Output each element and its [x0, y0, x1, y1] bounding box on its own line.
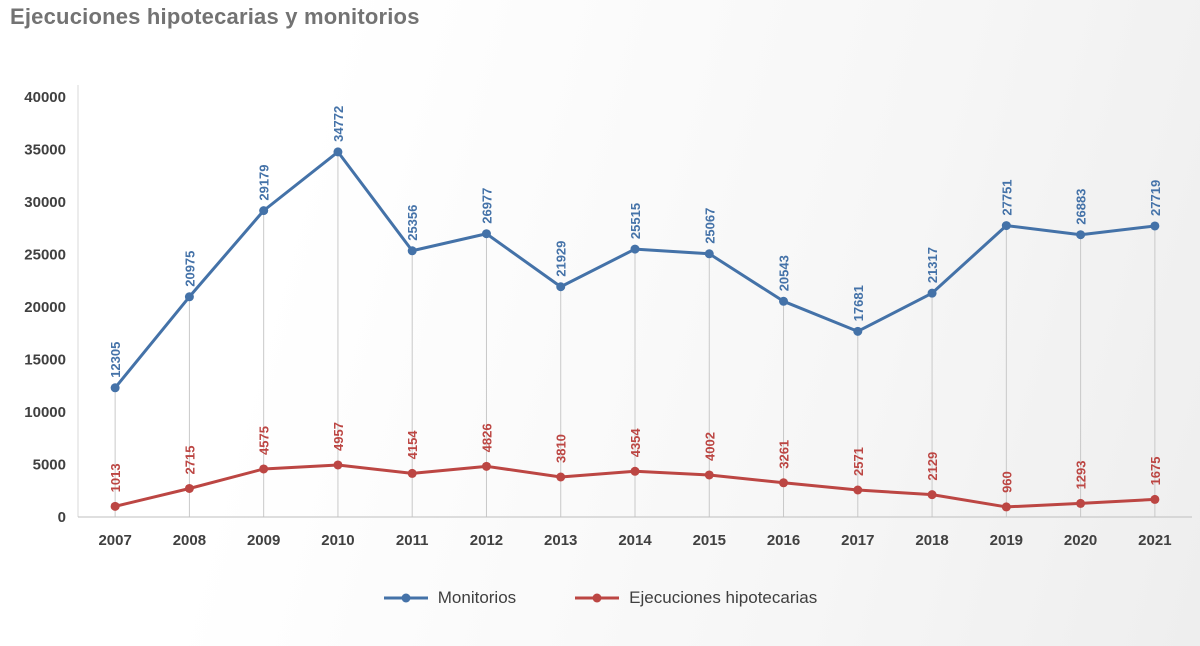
- legend-label-monitorios: Monitorios: [437, 588, 517, 607]
- data-label: 4354: [628, 428, 643, 458]
- data-point: [407, 468, 417, 478]
- legend-marker: [401, 593, 411, 603]
- y-tick-label: 35000: [24, 142, 66, 159]
- data-label: 29179: [257, 164, 272, 200]
- data-point: [184, 483, 194, 493]
- data-label: 21317: [925, 247, 940, 283]
- x-tick-label: 2018: [915, 532, 948, 549]
- data-point: [704, 249, 714, 259]
- data-label: 17681: [851, 285, 866, 321]
- data-point: [481, 461, 491, 471]
- legend-line-marker-icon: [383, 593, 428, 603]
- data-label: 25356: [405, 205, 420, 241]
- data-point: [110, 501, 120, 511]
- data-label: 1675: [1148, 456, 1163, 485]
- legend-line-marker-icon: [575, 593, 620, 603]
- data-label: 960: [999, 471, 1014, 493]
- data-point: [853, 485, 863, 495]
- y-tick-label: 10000: [24, 404, 66, 421]
- y-tick-label: 15000: [24, 352, 66, 369]
- data-point: [1076, 498, 1086, 508]
- data-label: 1293: [1074, 461, 1089, 490]
- data-label: 26977: [479, 188, 494, 224]
- data-label: 1013: [108, 463, 123, 492]
- data-label: 20543: [777, 255, 792, 291]
- data-label: 27719: [1148, 180, 1163, 216]
- legend-marker: [592, 593, 602, 603]
- data-point: [630, 466, 640, 476]
- data-point: [779, 296, 789, 306]
- data-point: [184, 292, 194, 302]
- data-point: [110, 383, 120, 393]
- data-label: 25515: [628, 203, 643, 239]
- data-point: [927, 490, 937, 500]
- data-point: [853, 326, 863, 336]
- x-tick-label: 2011: [396, 532, 429, 549]
- data-point: [1001, 221, 1011, 231]
- data-label: 4154: [405, 430, 420, 460]
- y-tick-label: 5000: [33, 457, 66, 474]
- data-label: 2571: [851, 447, 866, 476]
- x-tick-label: 2021: [1138, 532, 1171, 549]
- legend-item-monitorios: Monitorios: [383, 588, 516, 608]
- data-label: 21929: [554, 241, 569, 277]
- chart-title: Ejecuciones hipotecarias y monitorios: [10, 4, 420, 29]
- data-label: 25067: [702, 208, 717, 244]
- data-label: 4002: [702, 432, 717, 461]
- legend-item-ejecuciones: Ejecuciones hipotecarias: [574, 588, 817, 608]
- data-point: [556, 282, 566, 292]
- data-label: 4826: [479, 423, 494, 452]
- y-tick-label: 25000: [24, 247, 66, 264]
- x-tick-label: 2019: [990, 532, 1023, 549]
- data-label: 27751: [999, 179, 1014, 215]
- y-tick-label: 40000: [24, 89, 66, 106]
- x-tick-label: 2007: [98, 532, 131, 549]
- x-tick-label: 2015: [693, 532, 726, 549]
- data-label: 2715: [182, 446, 197, 475]
- data-point: [1076, 230, 1086, 240]
- legend-label-ejecuciones: Ejecuciones hipotecarias: [629, 588, 818, 607]
- x-tick-label: 2016: [767, 532, 800, 549]
- data-label: 2129: [925, 452, 940, 481]
- x-tick-label: 2012: [470, 532, 503, 549]
- y-tick-label: 30000: [24, 194, 66, 211]
- data-point: [259, 464, 269, 474]
- data-point: [333, 147, 343, 157]
- data-point: [630, 244, 640, 254]
- data-label: 34772: [331, 106, 346, 142]
- data-label: 12305: [108, 342, 123, 378]
- data-point: [704, 470, 714, 480]
- x-tick-label: 2009: [247, 532, 280, 549]
- data-label: 3810: [554, 434, 569, 463]
- data-point: [333, 460, 343, 470]
- data-label: 26883: [1074, 189, 1089, 225]
- data-point: [481, 229, 491, 239]
- x-tick-label: 2013: [544, 532, 577, 549]
- line-chart: 0 5000 10000 15000 20000 25000 30000 35000 40000…: [24, 85, 1192, 549]
- data-point: [1150, 494, 1160, 504]
- data-point: [779, 478, 789, 488]
- y-tick-label: 0: [58, 509, 66, 526]
- data-label: 4957: [331, 422, 346, 451]
- data-point: [1001, 502, 1011, 512]
- y-tick-label: 20000: [24, 299, 66, 316]
- data-point: [927, 288, 937, 298]
- data-point: [556, 472, 566, 482]
- x-tick-label: 2010: [321, 532, 354, 549]
- data-label: 20975: [182, 251, 197, 287]
- data-point: [407, 246, 417, 256]
- x-tick-label: 2017: [841, 532, 874, 549]
- x-tick-label: 2014: [618, 532, 652, 549]
- data-label: 4575: [257, 426, 272, 455]
- data-label: 3261: [777, 440, 792, 469]
- x-tick-label: 2008: [173, 532, 206, 549]
- x-tick-label: 2020: [1064, 532, 1097, 549]
- data-point: [1150, 221, 1160, 231]
- chart-legend: Monitorios Ejecuciones hipotecarias: [0, 588, 1200, 608]
- data-point: [259, 206, 269, 216]
